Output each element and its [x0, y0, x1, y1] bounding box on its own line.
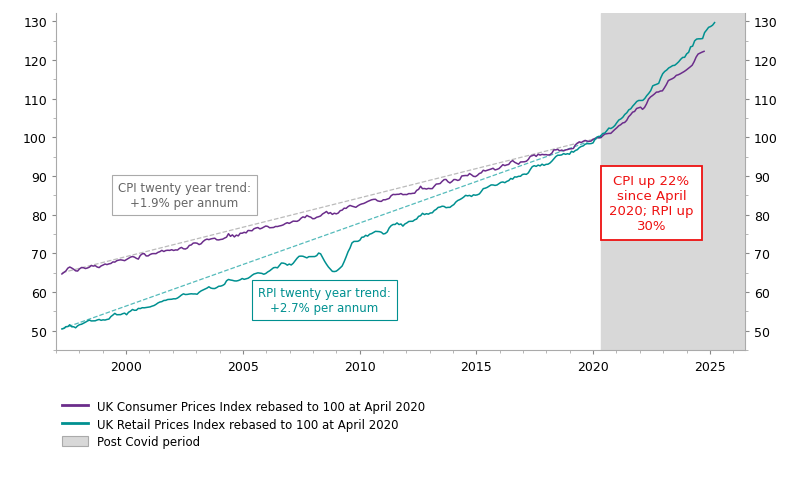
Text: RPI twenty year trend:
+2.7% per annum: RPI twenty year trend: +2.7% per annum — [258, 286, 391, 314]
Legend: UK Consumer Prices Index rebased to 100 at April 2020, UK Retail Prices Index re: UK Consumer Prices Index rebased to 100 … — [62, 400, 425, 448]
Text: CPI up 22%
since April
2020; RPI up
30%: CPI up 22% since April 2020; RPI up 30% — [610, 175, 694, 233]
Text: CPI twenty year trend:
+1.9% per annum: CPI twenty year trend: +1.9% per annum — [118, 182, 251, 210]
Bar — [601, 14, 745, 350]
